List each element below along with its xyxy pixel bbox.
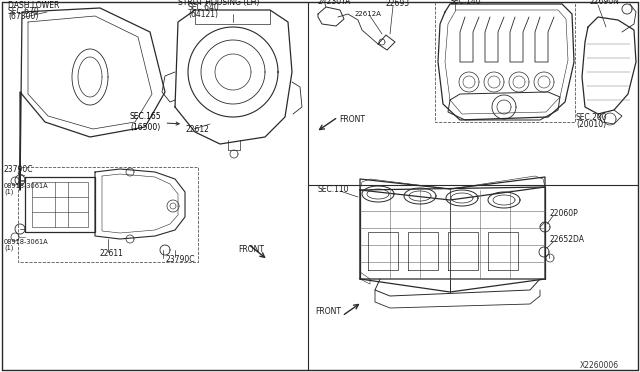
Text: 24230YA: 24230YA (318, 0, 351, 6)
Text: 23790C: 23790C (165, 256, 195, 264)
Text: 22652DA: 22652DA (550, 235, 585, 244)
Text: 08918-3061A: 08918-3061A (4, 183, 49, 189)
Text: 08918-3061A: 08918-3061A (4, 239, 49, 245)
Text: (64121): (64121) (188, 10, 218, 19)
Text: 22612: 22612 (185, 125, 209, 135)
Text: DASH LOWER: DASH LOWER (8, 0, 60, 10)
Text: FRONT: FRONT (315, 308, 341, 317)
Text: (20010): (20010) (576, 119, 606, 128)
Text: FRONT: FRONT (339, 115, 365, 125)
Text: (1): (1) (4, 245, 13, 251)
Text: STRUT HOUSING (LH): STRUT HOUSING (LH) (178, 0, 259, 6)
Text: 23790C: 23790C (4, 166, 33, 174)
Text: FRONT: FRONT (238, 246, 264, 254)
Text: 22693: 22693 (385, 0, 409, 7)
Text: 22690N: 22690N (590, 0, 620, 6)
Text: SEC.670: SEC.670 (8, 6, 40, 16)
Text: X2260006: X2260006 (580, 362, 619, 371)
Text: SEC.140: SEC.140 (450, 0, 482, 6)
Text: (1): (1) (4, 189, 13, 195)
Text: 22611: 22611 (100, 250, 124, 259)
Text: SEC.110: SEC.110 (318, 185, 349, 193)
Text: 22060P: 22060P (550, 209, 579, 218)
Text: SEC.640: SEC.640 (188, 3, 220, 13)
Text: SEC.200: SEC.200 (576, 112, 607, 122)
Text: (67300): (67300) (8, 13, 38, 22)
Text: SEC.165
(16500): SEC.165 (16500) (130, 112, 179, 132)
Text: 22612A: 22612A (355, 11, 382, 17)
